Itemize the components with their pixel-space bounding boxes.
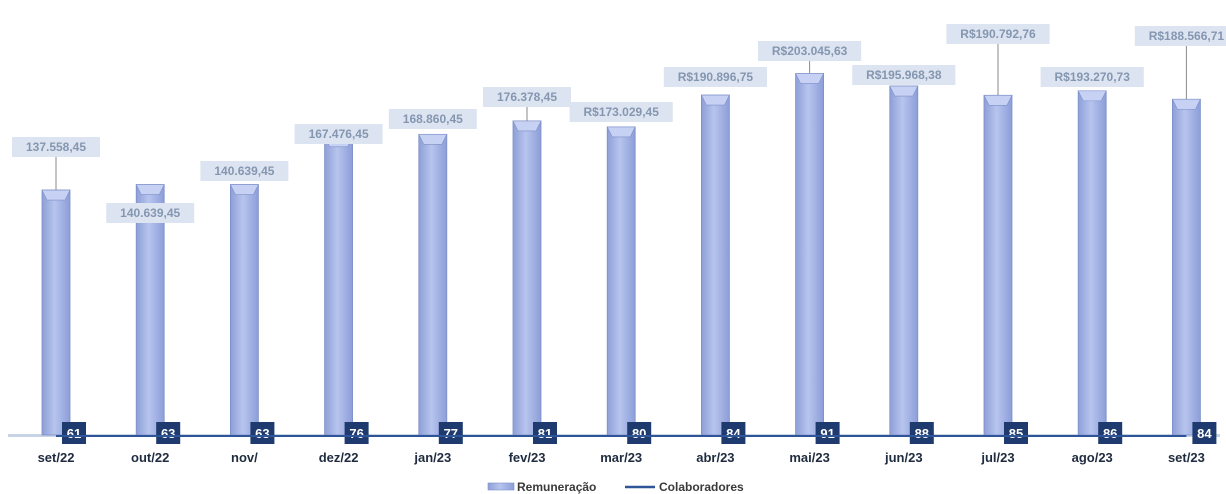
count-label: 91 [820,426,834,441]
bar-remuneracao [1077,90,1107,436]
count-label: 84 [726,426,741,441]
count-badge [1004,422,1028,444]
bar-top-cap [983,94,1013,106]
count-badge [1192,422,1217,444]
count-badge [438,422,463,444]
bar-remuneracao [41,189,71,436]
data-label-box [1040,67,1144,87]
legend-label-colaboradores: Colaboradores [659,480,744,494]
data-label: 168.860,45 [403,112,463,126]
count-badge [1098,422,1123,444]
bar-remuneracao [135,184,165,436]
bar-top-cap [606,126,636,138]
data-label: R$203.045,63 [772,44,848,58]
count-label: 81 [538,426,552,441]
data-label-box [946,24,1050,44]
bar-top-cap [1171,98,1201,110]
bar-remuneracao [512,120,542,436]
data-label: R$195.968,38 [866,68,942,82]
legend-swatch-remuneracao [487,482,515,491]
count-badge [815,422,840,444]
x-tick-label: set/23 [1168,450,1205,465]
bar-top-cap [512,120,542,132]
data-label-box [200,161,289,181]
x-tick-label: fev/23 [509,450,546,465]
count-label: 86 [1103,426,1117,441]
count-label: 80 [632,426,646,441]
bar-top-cap [795,73,825,84]
count-label: 88 [915,426,929,441]
x-tick-label: dez/22 [319,450,359,465]
bar-remuneracao [701,94,730,436]
bar-top-cap [229,184,259,195]
data-label-box [569,102,673,122]
bar-remuneracao [983,94,1013,436]
data-label-box [758,41,862,61]
count-badge [909,422,934,444]
data-label-box [1134,26,1226,46]
data-label-box [12,137,100,157]
bar-remuneracao [1172,98,1201,436]
data-label-box [106,203,195,223]
data-label-box [294,124,383,144]
bar-top-cap [889,85,919,97]
count-label: 85 [1009,426,1023,441]
data-label: R$190.792,76 [960,27,1036,41]
bar-top-cap [135,184,165,195]
legend-label-remuneracao: Remuneração [517,480,596,494]
data-label-box [663,67,767,87]
x-tick-label: mar/23 [600,450,642,465]
data-label: 167.476,45 [309,127,369,141]
data-label: R$193.270,73 [1054,70,1130,84]
count-label: 63 [161,426,175,441]
bar-remuneracao [795,73,824,436]
bar-remuneracao [889,85,919,436]
x-tick-label: mai/23 [789,450,829,465]
count-label: 77 [444,426,458,441]
count-badge [533,422,557,444]
bar-remuneracao [324,136,354,436]
x-tick-label: jul/23 [980,450,1014,465]
count-label: 63 [255,426,269,441]
x-tick-label: nov/ [231,450,258,465]
data-label-box [852,65,956,85]
data-label: R$188.566,71 [1149,29,1225,43]
data-label-box [388,109,477,129]
bar-top-cap [1077,90,1107,102]
count-label: 61 [67,426,81,441]
bar-top-cap [700,94,730,106]
bar-remuneracao [606,126,636,436]
x-tick-label: jun/23 [884,450,923,465]
count-badge [62,422,86,444]
data-label: 140.639,45 [120,206,180,220]
data-label: 176.378,45 [497,90,557,104]
x-tick-label: jan/23 [413,450,451,465]
count-badge [627,422,652,444]
count-badge [156,422,181,444]
bar-top-cap [418,134,448,145]
count-badge [344,422,369,444]
x-tick-label: set/22 [38,450,75,465]
count-label: 76 [349,426,363,441]
bar-remuneracao [229,184,259,436]
data-label: R$173.029,45 [583,105,659,119]
data-label: 140.639,45 [214,164,274,178]
count-badge [721,422,746,444]
data-label-box [483,87,571,107]
legend: Remuneração Colaboradores [487,480,744,494]
data-label: R$190.896,75 [678,70,754,84]
bar-remuneracao [418,133,448,436]
x-tick-label: abr/23 [696,450,734,465]
count-badge [250,422,275,444]
count-label: 84 [1197,426,1212,441]
bar-top-cap [41,189,71,201]
x-tick-label: out/22 [131,450,169,465]
x-tick-label: ago/23 [1072,450,1113,465]
data-label: 137.558,45 [26,140,86,154]
